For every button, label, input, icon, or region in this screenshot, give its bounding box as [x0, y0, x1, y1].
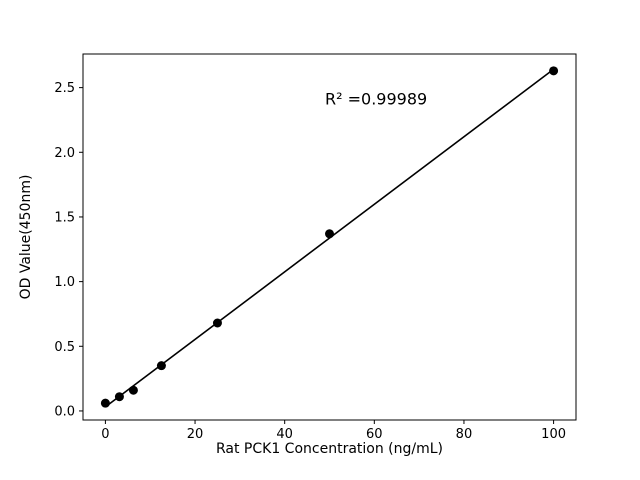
x-tick-label: 0	[101, 427, 109, 442]
x-tick-label: 100	[541, 427, 566, 442]
data-point	[114, 392, 124, 402]
x-tick-label: 20	[187, 427, 204, 442]
data-point	[325, 229, 334, 239]
data-point	[128, 385, 138, 395]
data-point	[100, 398, 110, 408]
y-tick-label: 1.5	[54, 210, 75, 225]
y-axis-label: OD Value(450nm)	[18, 175, 34, 300]
x-axis-label: Rat PCK1 Concentration (ng/mL)	[216, 441, 443, 457]
x-tick-label: 80	[456, 427, 473, 442]
plot-border	[82, 53, 577, 421]
y-tick-label: 0.5	[54, 340, 75, 355]
y-tick-label: 0.0	[54, 404, 75, 419]
y-tick-label: 2.0	[54, 146, 75, 161]
y-tick-label: 1.0	[54, 275, 75, 290]
data-point	[212, 318, 222, 328]
data-point	[156, 361, 166, 371]
y-tick-label: 2.5	[54, 81, 75, 96]
r-squared-annotation: R² =0.99989	[325, 89, 427, 108]
data-point	[549, 66, 559, 76]
x-tick-label: 40	[276, 427, 293, 442]
x-tick-label: 60	[366, 427, 383, 442]
